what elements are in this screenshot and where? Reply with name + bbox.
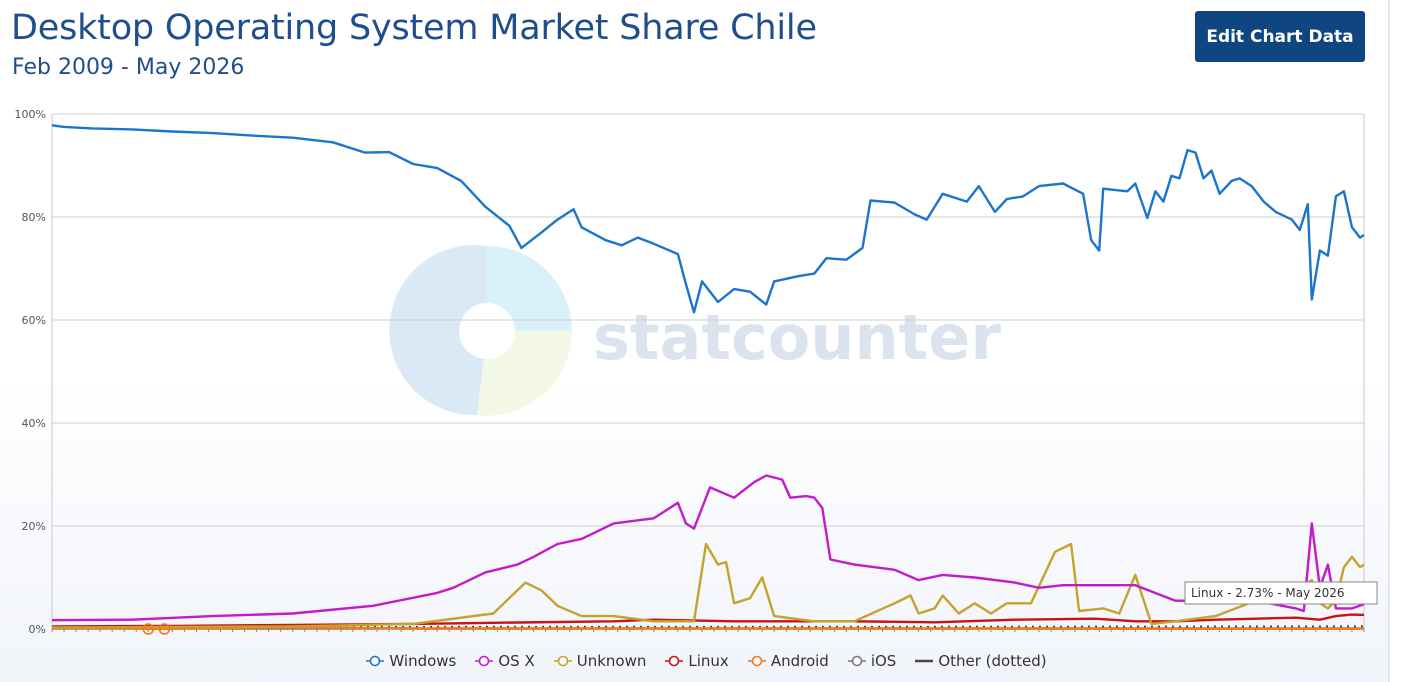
legend-circle-icon [366,655,385,667]
watermark-pie-slice-blue [389,245,487,416]
legend-item-ios[interactable]: iOS [847,652,897,670]
series-line-windows [51,124,1365,314]
chart-legend: Windows OS X Unknown Linux Android iOS Other (… [0,649,1401,673]
chart-tooltip: Linux - 2.73% - May 2026 [1184,581,1378,605]
y-axis: 0% 20% 40% 60% 80% 100% [15,108,46,636]
legend-label: Android [770,652,829,670]
plot-area [51,124,1365,635]
legend-line-icon [915,659,934,663]
legend-label: Windows [389,652,457,670]
watermark-pie-slice-cyan [487,246,572,331]
series-line-linux [51,613,1365,628]
legend-label: iOS [870,652,897,670]
y-tick-label: 20% [22,520,46,533]
y-tick-label: 60% [22,314,46,327]
legend-item-other-dotted[interactable]: Other (dotted) [914,652,1047,670]
legend-circle-icon [747,655,766,667]
statcounter-watermark: statcounter [389,245,1001,416]
legend-label: Other (dotted) [938,652,1047,670]
legend-circle-icon [553,655,572,667]
y-tick-label: 80% [22,211,46,224]
legend-label: Unknown [576,652,647,670]
legend-label: Linux [688,652,729,670]
edit-chart-data-button[interactable]: Edit Chart Data [1195,11,1365,62]
legend-item-os-x[interactable]: OS X [474,652,535,670]
legend-item-unknown[interactable]: Unknown [553,652,647,670]
tooltip-text: Linux - 2.73% - May 2026 [1191,586,1345,600]
market-share-chart: statcounter 0% 20% 40% 60% 80% 100% Linux - 2… [15,108,1378,636]
page-divider [1388,0,1390,682]
legend-label: OS X [498,652,535,670]
tooltip-box [1184,581,1378,605]
watermark-pie-hole [459,303,515,359]
legend-circle-icon [475,655,494,667]
legend-item-android[interactable]: Android [747,652,829,670]
android-point [158,623,171,635]
page-title: Desktop Operating System Market Share Ch… [11,8,817,48]
legend-item-linux[interactable]: Linux [664,652,729,670]
y-tick-label: 100% [15,108,46,121]
series-line-other-dotted [51,625,1365,629]
y-tick-label: 0% [29,623,46,636]
y-tick-label: 40% [22,417,46,430]
legend-item-windows[interactable]: Windows [365,652,456,670]
page-subtitle: Feb 2009 - May 2026 [12,55,245,80]
android-point [142,623,155,635]
watermark-text: statcounter [593,301,1001,374]
legend-circle-icon [665,655,684,667]
legend-circle-icon [847,655,866,667]
